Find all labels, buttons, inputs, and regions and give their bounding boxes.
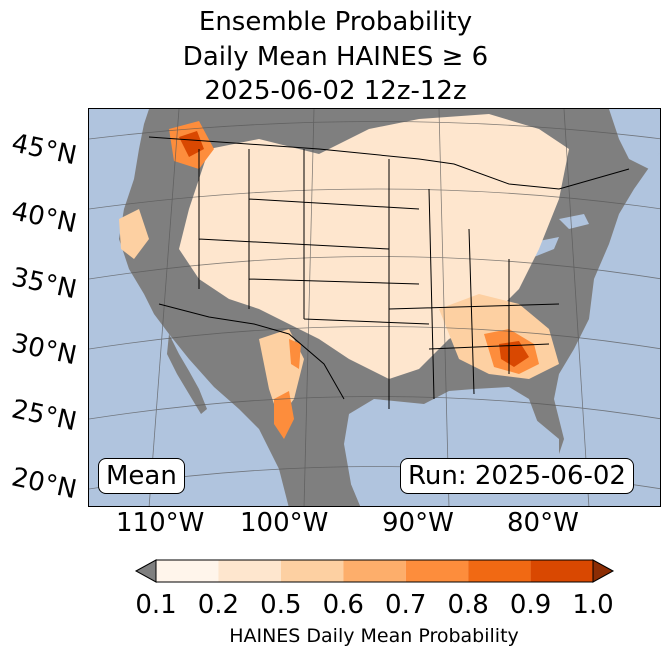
graticule [89,109,660,506]
title-line-1: Ensemble Probability [198,7,473,37]
parallel-30 [89,326,660,350]
lat-label-45: 45°N [8,128,80,172]
prob-area-mid [119,209,559,419]
colorbar-swatch [530,560,593,582]
colorbar-tick-label: 0.7 [385,590,427,620]
map-canvas [89,109,660,506]
colorbar-tick-label: 0.6 [322,590,364,620]
lon-label-90: 90°W [382,508,454,538]
colorbar-tick-label: 0.1 [135,590,177,620]
meridian-110 [148,109,180,506]
state-borders [148,136,630,409]
lon-label-110: 110°W [116,508,205,538]
title-line-2: Daily Mean HAINES ≥ 6 [182,42,489,72]
meridian-100 [303,109,315,506]
parallel-40 [89,188,660,210]
parallel-35 [89,256,660,280]
colorbar-tick-label: 1.0 [572,590,614,620]
colorbar-swatch [280,560,344,582]
western-borders [198,149,430,325]
colorbar-over-arrow [592,559,615,583]
parallel-45 [89,121,660,140]
us-canada-border [148,136,630,190]
prob-area-high [169,121,539,439]
colorbar-tick-label: 0.5 [260,590,302,620]
colorbar-swatch [343,560,406,582]
baja-california [167,334,207,414]
colorbar-swatch [218,560,281,582]
colorbar-tick-label: 0.8 [447,590,489,620]
lon-label-100: 100°W [240,508,329,538]
colorbar-tick-label: 0.9 [509,590,552,620]
colorbar-swatch [156,560,219,582]
run-label-box: Run: 2025-06-02 [400,458,634,494]
colorbar-swatch [468,560,531,582]
colorbar-swatch [405,560,469,582]
lon-label-80: 80°W [507,508,579,538]
eastern-borders [388,159,560,409]
colorbar-swatches [156,560,593,582]
lat-label-20: 20°N [8,462,80,506]
lat-label-30: 30°N [8,328,80,372]
lat-label-35: 35°N [8,262,80,306]
probability-map [88,108,661,507]
lat-label-40: 40°N [8,196,80,240]
hudson-bay-water [609,109,660,169]
colorbar-tick-label: 0.2 [197,590,240,620]
colorbar [134,559,615,583]
us-mexico-border [158,303,345,400]
colorbar-outline [155,559,594,583]
meridian-80 [563,109,590,506]
meridian-90 [438,109,450,506]
colorbar-under-arrow [134,559,157,583]
title-line-3: 2025-06-02 12z-12z [204,76,467,106]
stat-label-box: Mean [98,458,185,494]
colorbar-label: HAINES Daily Mean Probability [229,625,519,647]
lat-label-25: 25°N [8,394,80,438]
